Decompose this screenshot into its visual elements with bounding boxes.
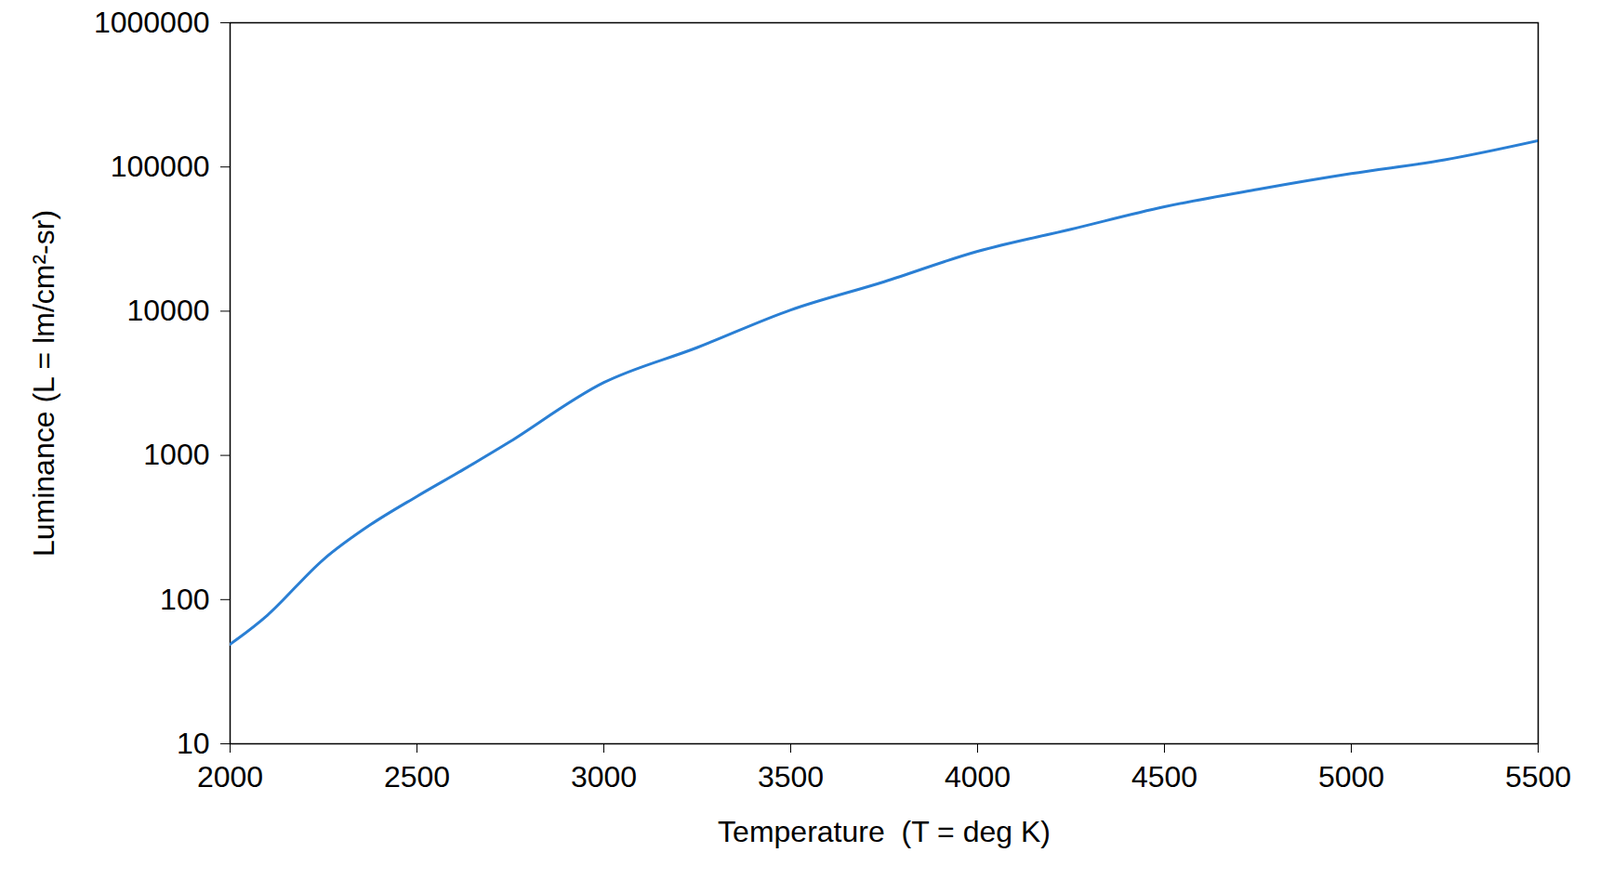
svg-text:2000: 2000 [197, 760, 264, 794]
svg-text:Temperature (T = deg K): Temperature (T = deg K) [717, 815, 1051, 849]
svg-text:3000: 3000 [570, 760, 637, 794]
svg-text:100000: 100000 [110, 149, 211, 184]
svg-text:4500: 4500 [1131, 760, 1198, 794]
svg-text:10000: 10000 [127, 293, 211, 328]
svg-text:5500: 5500 [1505, 760, 1572, 794]
svg-text:1000000: 1000000 [93, 5, 211, 40]
svg-text:1000: 1000 [143, 437, 210, 472]
svg-text:2500: 2500 [383, 760, 450, 794]
svg-text:10: 10 [176, 727, 211, 761]
svg-text:4000: 4000 [944, 760, 1011, 794]
svg-text:100: 100 [159, 582, 210, 617]
svg-text:3500: 3500 [757, 760, 824, 794]
svg-text:Luminance (L = lm/cm²-sr): Luminance (L = lm/cm²-sr) [26, 210, 61, 557]
svg-text:5000: 5000 [1318, 760, 1385, 794]
